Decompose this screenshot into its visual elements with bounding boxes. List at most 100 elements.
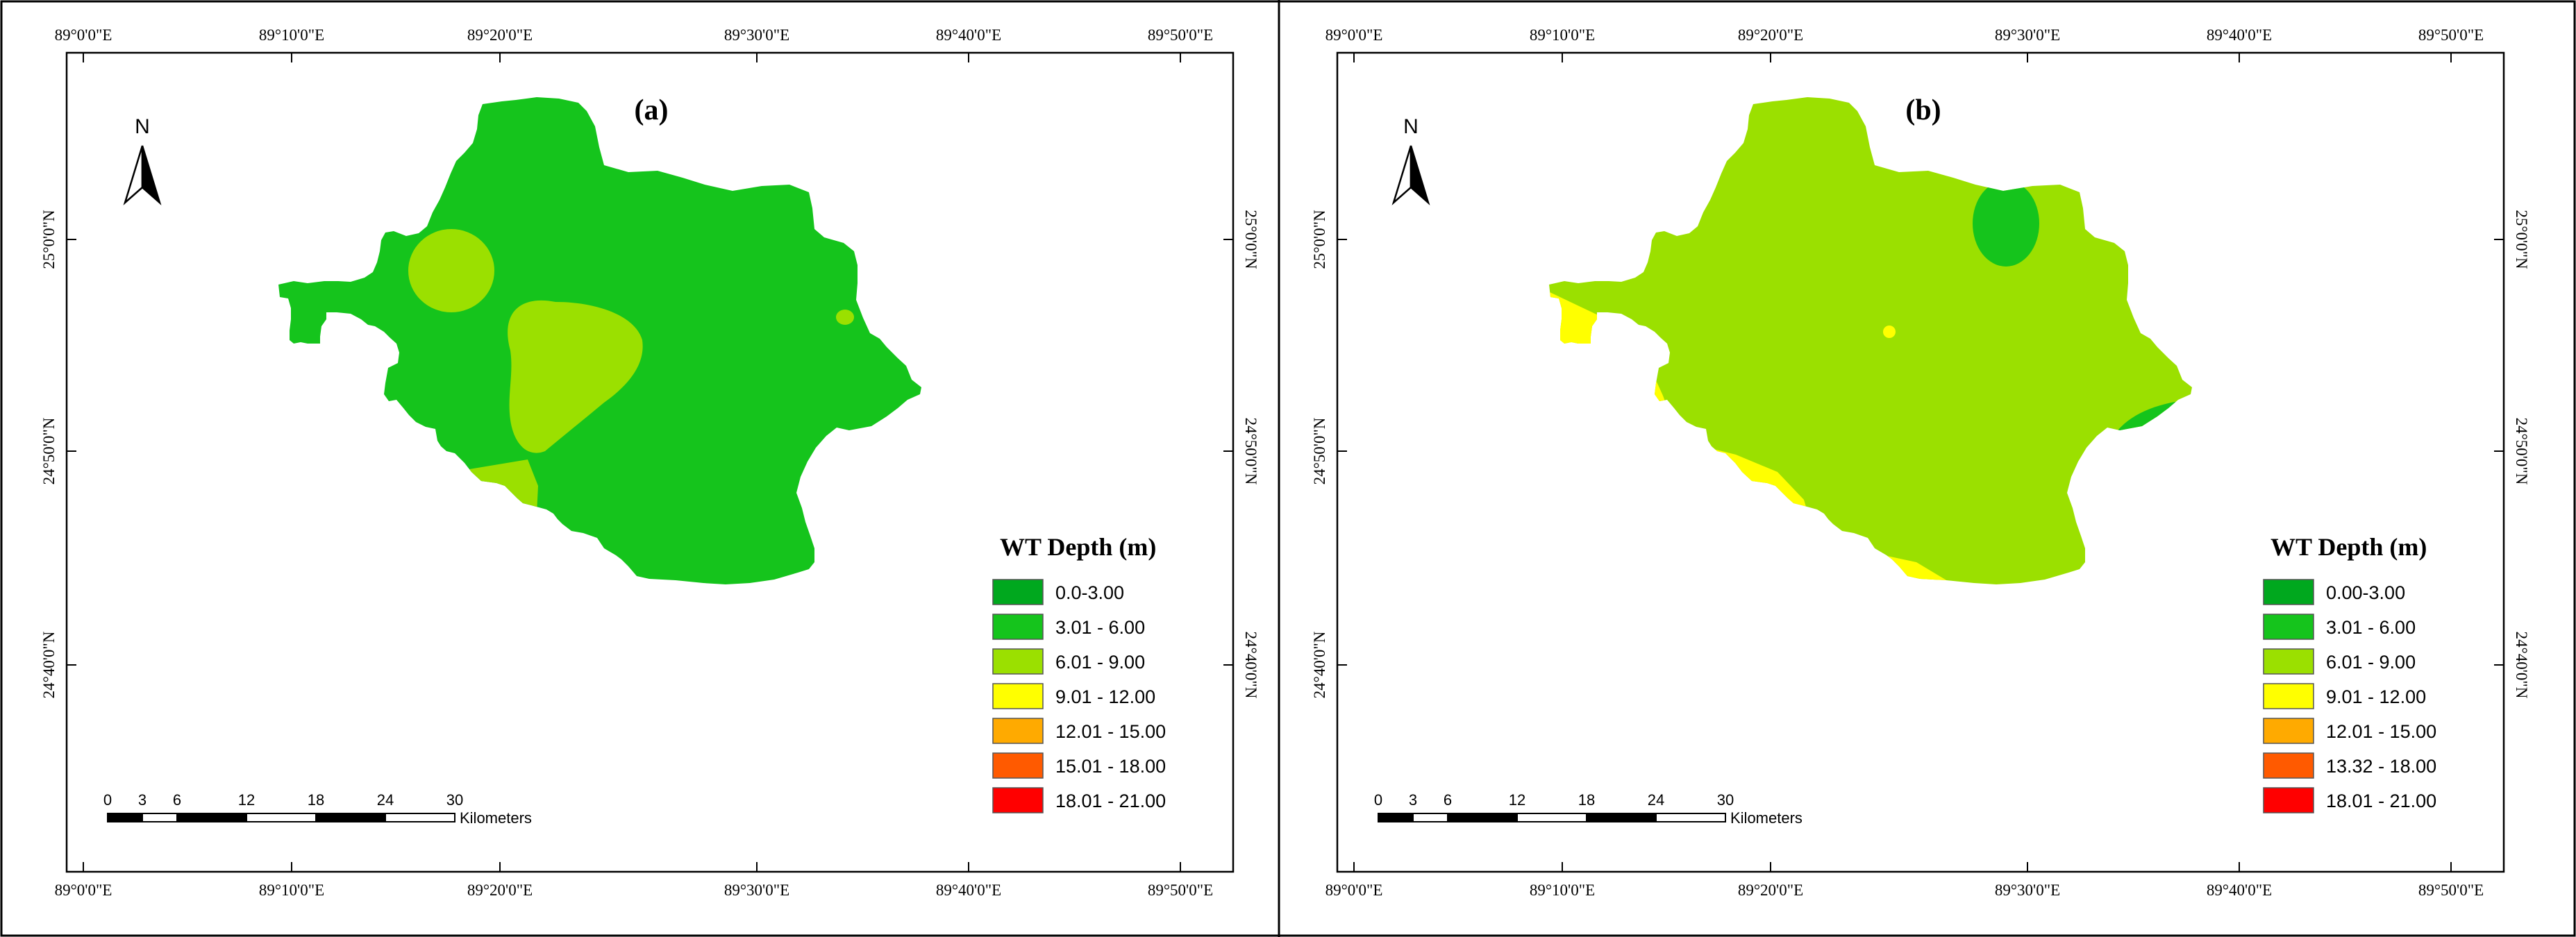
- left-tick-label: 24°50'0"N: [40, 417, 58, 484]
- legend-item-label: 6.01 - 9.00: [2326, 652, 2416, 673]
- scale-tick-label: 24: [1648, 791, 1664, 809]
- legend-item-label: 0.0-3.00: [1055, 582, 1124, 603]
- north-arrow-b: N: [1391, 115, 1430, 205]
- scale-bar-b: 0 3 6 12 18 24 30 Kilometers: [1374, 791, 1803, 827]
- legend-swatch: [2263, 718, 2314, 744]
- top-tick-label: 89°20'0"E: [1738, 26, 1803, 44]
- legend-item-label: 12.01 - 15.00: [1055, 721, 1166, 742]
- left-tick-label: 24°40'0"N: [40, 631, 58, 698]
- bottom-tick-label: 89°30'0"E: [1995, 881, 2060, 899]
- right-tick-label: 25°0'0"N: [2513, 210, 2530, 269]
- right-tick-label: 24°50'0"N: [2513, 418, 2530, 485]
- scale-segment: [142, 813, 178, 822]
- top-tick-label: 89°20'0"E: [467, 26, 533, 44]
- scale-tick-label: 18: [1578, 791, 1595, 809]
- scale-segment: [1412, 813, 1448, 822]
- top-tick-label: 89°30'0"E: [1995, 26, 2060, 44]
- bottom-tick-label: 89°20'0"E: [467, 881, 533, 899]
- scale-segment: [246, 813, 317, 822]
- bottom-tick-label: 89°10'0"E: [259, 881, 324, 899]
- zone-6-9m-north: [408, 229, 494, 312]
- legend-swatch: [2263, 648, 2314, 675]
- scale-segment: [315, 813, 386, 822]
- top-tick-label: 89°10'0"E: [259, 26, 324, 44]
- left-tick-label: 24°40'0"N: [1311, 631, 1328, 698]
- bottom-tick-label: 89°50'0"E: [2418, 881, 2484, 899]
- bottom-tick-label: 89°40'0"E: [936, 881, 1001, 899]
- legend-item-label: 12.01 - 15.00: [2326, 721, 2436, 742]
- top-tick-label: 89°0'0"E: [1325, 26, 1383, 44]
- legend-title: WT Depth (m): [2270, 533, 2427, 561]
- legend-item-label: 3.01 - 6.00: [2326, 617, 2416, 638]
- scale-unit: Kilometers: [460, 809, 532, 827]
- scale-segment: [1655, 813, 1726, 822]
- scale-tick-label: 30: [1717, 791, 1734, 809]
- right-tick-label: 25°0'0"N: [1242, 210, 1260, 269]
- left-tick-label: 25°0'0"N: [40, 210, 58, 269]
- legend-swatch: [2263, 579, 2314, 605]
- top-tick-label: 89°40'0"E: [2207, 26, 2272, 44]
- scale-segment: [1447, 813, 1518, 822]
- scale-tick-label: 12: [238, 791, 255, 809]
- bottom-tick-label: 89°20'0"E: [1738, 881, 1803, 899]
- legend-swatch: [2263, 787, 2314, 813]
- legend-swatch: [992, 752, 1044, 779]
- legend-swatch: [2263, 683, 2314, 709]
- north-arrow-right-half: [1410, 145, 1430, 205]
- panel-a: 89°0'0"E 89°10'0"E 89°20'0"E 89°30'0"E 8…: [40, 26, 1260, 899]
- scale-unit: Kilometers: [1730, 809, 1803, 827]
- legend-b: WT Depth (m) 0.00-3.00 3.01 - 6.00 6.01 …: [2263, 533, 2436, 813]
- zone-9-12m-spot: [1883, 326, 1896, 338]
- bottom-tick-label: 89°10'0"E: [1530, 881, 1595, 899]
- zone-3-6m-north: [1973, 180, 2039, 267]
- scale-tick-label: 0: [1374, 791, 1382, 809]
- scale-segment: [1378, 813, 1414, 822]
- north-arrow-label: N: [135, 115, 150, 138]
- scale-tick-label: 3: [138, 791, 147, 809]
- scale-segment: [1586, 813, 1657, 822]
- top-ticks-a: [67, 53, 1233, 872]
- top-tick-label: 89°0'0"E: [55, 26, 112, 44]
- legend-swatch: [2263, 614, 2314, 640]
- left-tick-label: 24°50'0"N: [1311, 417, 1328, 484]
- scale-segment: [107, 813, 143, 822]
- legend-swatch: [992, 614, 1044, 640]
- legend-swatch: [2263, 752, 2314, 779]
- legend-swatch: [992, 787, 1044, 813]
- scale-segment: [1516, 813, 1587, 822]
- scale-tick-label: 30: [446, 791, 463, 809]
- bottom-tick-label: 89°0'0"E: [55, 881, 112, 899]
- scale-segment: [176, 813, 247, 822]
- legend-item-label: 6.01 - 9.00: [1055, 652, 1145, 673]
- scale-tick-label: 3: [1409, 791, 1417, 809]
- panel-b: 89°0'0"E 89°10'0"E 89°20'0"E 89°30'0"E 8…: [1311, 26, 2530, 899]
- scale-tick-label: 6: [1444, 791, 1452, 809]
- bottom-tick-label: 89°0'0"E: [1325, 881, 1383, 899]
- legend-item-label: 18.01 - 21.00: [1055, 791, 1166, 811]
- legend-item-label: 0.00-3.00: [2326, 582, 2405, 603]
- north-arrow-a: N: [123, 115, 162, 205]
- scale-tick-label: 12: [1509, 791, 1525, 809]
- bottom-tick-label: 89°50'0"E: [1148, 881, 1213, 899]
- legend-item-label: 13.32 - 18.00: [2326, 756, 2436, 777]
- panel-label-b: (b): [1905, 94, 1941, 126]
- legend-item-label: 9.01 - 12.00: [1055, 686, 1155, 707]
- panel-label-a: (a): [635, 94, 669, 126]
- legend-title: WT Depth (m): [1000, 533, 1156, 561]
- right-tick-label: 24°40'0"N: [2513, 632, 2530, 699]
- bottom-tick-label: 89°40'0"E: [2207, 881, 2272, 899]
- bottom-tick-label: 89°30'0"E: [724, 881, 789, 899]
- legend-swatch: [992, 718, 1044, 744]
- legend-swatch: [992, 579, 1044, 605]
- legend-item-label: 9.01 - 12.00: [2326, 686, 2426, 707]
- scale-segment: [385, 813, 455, 822]
- legend-item-label: 18.01 - 21.00: [2326, 791, 2436, 811]
- north-arrow-right-half: [141, 145, 162, 205]
- scale-bar-a: 0 3 6 12 18 24 30 Kilometers: [103, 791, 532, 827]
- top-tick-label: 89°10'0"E: [1530, 26, 1595, 44]
- legend-swatch: [992, 648, 1044, 675]
- left-tick-label: 25°0'0"N: [1311, 210, 1328, 269]
- top-ticks-b: [1337, 53, 2504, 872]
